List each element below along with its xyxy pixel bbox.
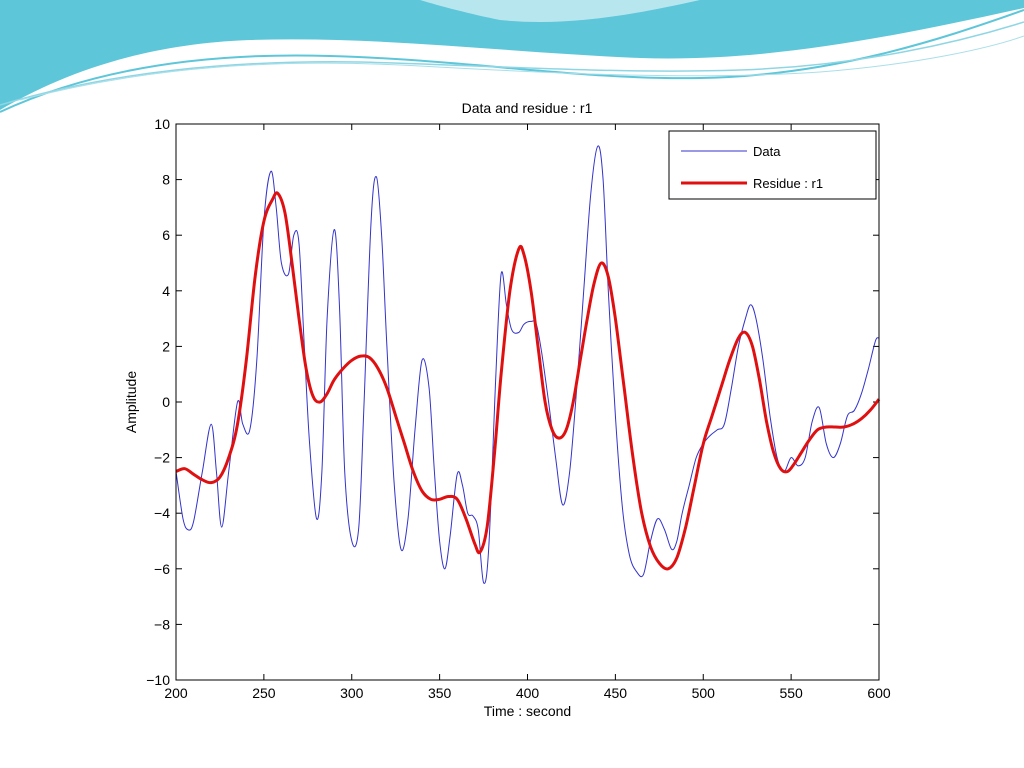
chart-title: Data and residue : r1 (462, 100, 593, 116)
wave-line-1 (0, 9, 1024, 113)
y-tick-label: −8 (154, 616, 170, 632)
line-chart: Data and residue : r1 200 250 300 350 400 450… (123, 100, 891, 719)
x-tick-label: 300 (340, 685, 364, 701)
y-tick-label: 0 (162, 394, 170, 410)
y-tick-label: 8 (162, 172, 170, 188)
wave-line-2 (0, 21, 1024, 106)
tick-labels: 200 250 300 350 400 450 500 550 600 −10 −8 −6 −4 −2 0 2… (146, 116, 891, 701)
y-tick-label: 6 (162, 227, 170, 243)
x-tick-label: 600 (867, 685, 891, 701)
y-tick-label: −6 (154, 561, 170, 577)
x-tick-label: 250 (252, 685, 276, 701)
x-tick-label: 450 (604, 685, 628, 701)
wave-band-top (0, 0, 1024, 110)
y-tick-label: −10 (146, 672, 170, 688)
legend: Data Residue : r1 (668, 130, 877, 200)
y-tick-label: −2 (154, 450, 170, 466)
data-series-line (175, 145, 880, 584)
figure-panel: Data and residue : r1 200 250 300 350 400 450… (120, 95, 902, 731)
x-tick-label: 350 (428, 685, 452, 701)
y-axis-label: Amplitude (123, 371, 139, 433)
x-tick-label: 550 (779, 685, 803, 701)
axis-ticks (175, 123, 880, 681)
x-tick-label: 200 (164, 685, 188, 701)
y-tick-label: 2 (162, 338, 170, 354)
plot-area-frame (175, 123, 880, 681)
wave-band-highlight (420, 0, 700, 22)
legend-box (668, 130, 877, 200)
x-tick-label: 500 (692, 685, 716, 701)
wave-line-3 (19, 35, 1024, 101)
y-tick-label: 4 (162, 283, 170, 299)
legend-label-data: Data (753, 144, 781, 159)
x-axis-label: Time : second (484, 703, 571, 719)
residue-series-line (175, 191, 881, 571)
y-tick-label: −4 (154, 505, 170, 521)
y-tick-label: 10 (154, 116, 170, 132)
slide-wave-decoration (0, 0, 1024, 113)
x-tick-label: 400 (516, 685, 540, 701)
legend-label-residue: Residue : r1 (753, 176, 823, 191)
series-layer (175, 145, 881, 584)
